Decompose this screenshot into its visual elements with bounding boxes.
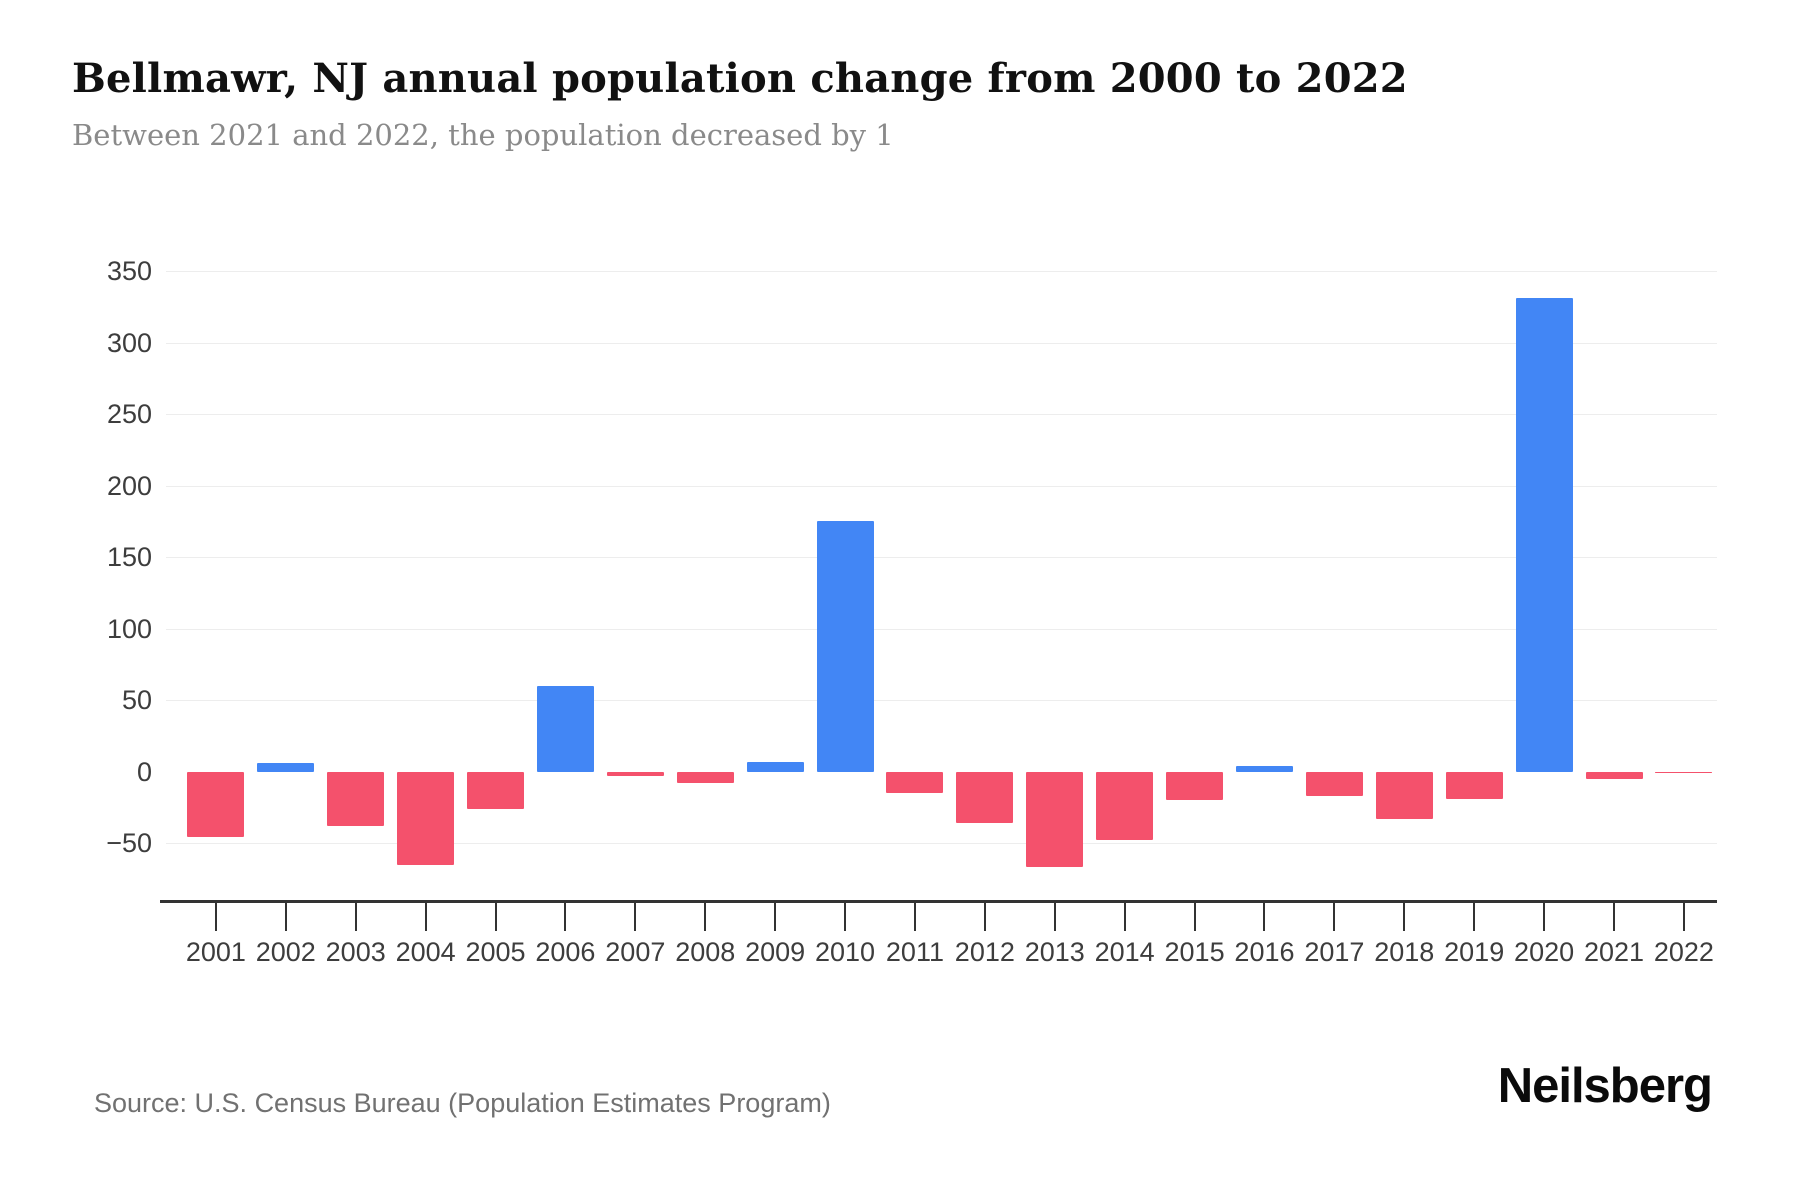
bar-2004 xyxy=(397,771,455,865)
x-axis-tick xyxy=(1123,901,1126,931)
bar-2003 xyxy=(327,771,385,827)
bar-2009 xyxy=(746,761,804,772)
x-axis-label: 2006 xyxy=(535,937,596,967)
gridline xyxy=(166,628,1717,630)
bar-2022 xyxy=(1655,771,1713,774)
x-axis-label: 2011 xyxy=(885,937,944,967)
x-axis-tick xyxy=(214,901,217,931)
x-axis-label: 2020 xyxy=(1514,937,1575,967)
x-axis-tick xyxy=(1333,901,1336,931)
bar-2021 xyxy=(1585,771,1643,779)
bar-2005 xyxy=(467,771,525,809)
x-axis-tick xyxy=(1473,901,1476,931)
bar-2018 xyxy=(1375,771,1433,819)
bar-2007 xyxy=(606,771,664,776)
y-axis-label: 300 xyxy=(106,327,152,358)
gridline xyxy=(166,342,1717,344)
x-axis-label: 2022 xyxy=(1653,937,1714,967)
x-axis-tick xyxy=(424,901,427,931)
x-axis-label: 2021 xyxy=(1583,937,1645,967)
x-axis-label: 2002 xyxy=(255,937,316,967)
x-axis-tick xyxy=(284,901,287,931)
bar-2020 xyxy=(1515,298,1573,772)
x-axis-label: 2004 xyxy=(395,937,456,967)
bar-2012 xyxy=(956,771,1014,824)
x-axis-tick xyxy=(494,901,497,931)
x-axis-tick xyxy=(844,901,847,931)
bar-2006 xyxy=(536,685,594,772)
bar-2019 xyxy=(1445,771,1503,799)
x-axis-label: 2001 xyxy=(185,937,246,967)
gridline xyxy=(166,485,1717,487)
x-axis-tick xyxy=(1263,901,1266,931)
y-axis-label: 200 xyxy=(106,470,152,501)
y-axis-label: −50 xyxy=(106,828,152,859)
x-axis-label: 2018 xyxy=(1374,937,1435,967)
bar-2008 xyxy=(676,771,734,784)
x-axis-tick xyxy=(564,901,567,931)
y-axis-label: 250 xyxy=(106,399,152,430)
x-axis-tick xyxy=(634,901,637,931)
x-axis-label: 2019 xyxy=(1444,937,1505,967)
x-axis-tick xyxy=(913,901,916,931)
x-axis-label: 2005 xyxy=(465,937,526,967)
bar-2010 xyxy=(816,521,874,772)
bar-2013 xyxy=(1026,771,1084,868)
bar-2001 xyxy=(187,771,245,838)
x-axis-label: 2009 xyxy=(745,937,806,967)
x-axis-tick xyxy=(1403,901,1406,931)
bar-2002 xyxy=(257,763,315,772)
plot-area: 2001 2002 2003 2004 2005 2006 2007 2008 2009 2010… xyxy=(160,230,1717,967)
x-axis-label: 2015 xyxy=(1164,937,1225,967)
x-axis-label: 2010 xyxy=(814,937,876,967)
x-axis-line xyxy=(160,900,1717,903)
brand-logo: Neilsberg xyxy=(1497,1059,1713,1113)
x-axis-label: 2007 xyxy=(605,937,666,967)
x-axis-label: 2012 xyxy=(954,937,1015,967)
x-axis-tick xyxy=(1193,901,1196,931)
chart-title: Bellmawr, NJ annual population change fr… xyxy=(72,55,1408,102)
gridline xyxy=(166,557,1717,559)
source-note: Source: U.S. Census Bureau (Population E… xyxy=(94,1088,831,1118)
bar-2015 xyxy=(1166,771,1224,801)
x-axis-label: 2016 xyxy=(1234,937,1295,967)
x-axis-tick xyxy=(704,901,707,931)
gridline xyxy=(166,271,1717,273)
x-axis-label: 2014 xyxy=(1094,937,1155,967)
chart-subtitle: Between 2021 and 2022, the population de… xyxy=(72,118,894,152)
y-axis-label: 50 xyxy=(121,685,152,716)
x-axis-tick xyxy=(1682,901,1685,931)
x-axis-label: 2013 xyxy=(1024,937,1085,967)
bar-2016 xyxy=(1235,765,1293,772)
x-axis-tick xyxy=(1543,901,1546,931)
gridline xyxy=(166,843,1717,845)
y-axis-label: 0 xyxy=(136,756,152,787)
x-axis-tick xyxy=(774,901,777,931)
x-axis-tick xyxy=(354,901,357,931)
x-axis-tick xyxy=(983,901,986,931)
x-axis-tick xyxy=(1053,901,1056,931)
gridline xyxy=(166,414,1717,416)
x-axis-label: 2017 xyxy=(1304,937,1365,967)
y-axis-label: 100 xyxy=(106,613,152,644)
bar-2011 xyxy=(886,771,944,794)
x-axis-label: 2008 xyxy=(675,937,736,967)
gridline xyxy=(166,700,1717,702)
x-axis-tick xyxy=(1613,901,1615,931)
y-axis-labels: 350 300 250 200 150 100 50 0 −50 xyxy=(40,230,152,901)
y-axis-label: 150 xyxy=(106,542,152,573)
bar-2014 xyxy=(1096,771,1154,841)
x-axis-label: 2003 xyxy=(325,937,386,967)
y-axis-label: 350 xyxy=(106,256,152,287)
bar-2017 xyxy=(1305,771,1363,796)
